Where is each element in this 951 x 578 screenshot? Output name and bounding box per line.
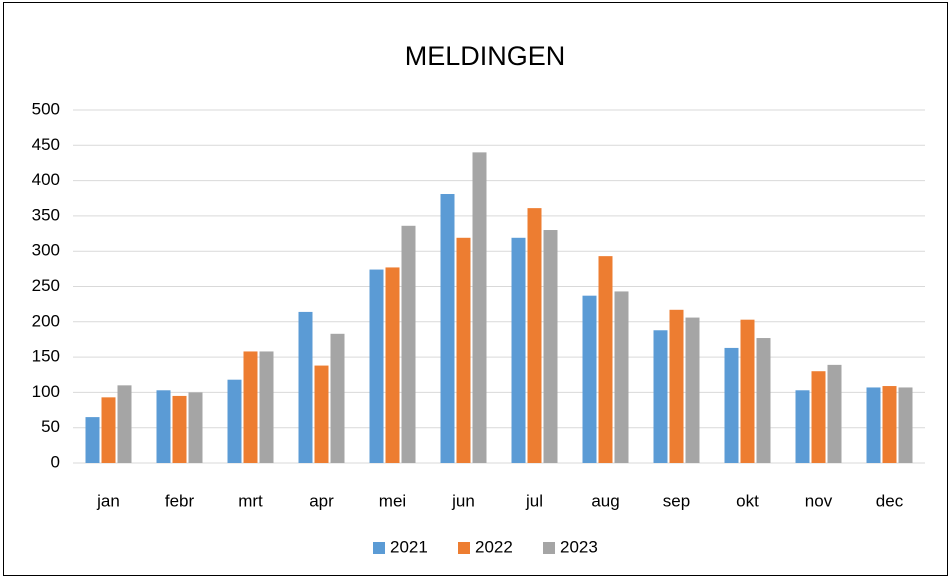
bar bbox=[653, 330, 668, 463]
x-tick-label: jun bbox=[451, 491, 475, 510]
x-tick-label: mrt bbox=[238, 491, 263, 510]
bar bbox=[811, 371, 826, 463]
x-tick-label: mei bbox=[379, 491, 406, 510]
bar bbox=[298, 311, 313, 463]
legend-swatch bbox=[373, 542, 385, 554]
bar bbox=[188, 392, 203, 463]
x-tick-label: aug bbox=[591, 491, 619, 510]
bar bbox=[898, 387, 913, 463]
x-tick-label: jan bbox=[96, 491, 120, 510]
bar bbox=[456, 237, 471, 463]
bar bbox=[401, 225, 416, 463]
bar bbox=[314, 365, 329, 463]
bar bbox=[827, 364, 842, 463]
bar bbox=[756, 338, 771, 463]
bar bbox=[472, 152, 487, 464]
y-tick-label: 350 bbox=[32, 205, 60, 224]
legend-label: 2022 bbox=[475, 537, 513, 556]
y-tick-label: 50 bbox=[41, 417, 60, 436]
legend-swatch bbox=[458, 542, 470, 554]
y-tick-label: 400 bbox=[32, 170, 60, 189]
bar bbox=[614, 291, 629, 463]
x-tick-label: febr bbox=[165, 491, 195, 510]
bar bbox=[227, 379, 242, 463]
bar bbox=[117, 385, 132, 463]
y-tick-label: 0 bbox=[51, 452, 60, 471]
bar bbox=[243, 351, 258, 463]
y-tick-label: 300 bbox=[32, 241, 60, 260]
bar bbox=[330, 333, 345, 463]
bar bbox=[511, 237, 526, 463]
x-tick-label: apr bbox=[309, 491, 334, 510]
y-tick-label: 500 bbox=[32, 99, 60, 118]
y-tick-label: 450 bbox=[32, 135, 60, 154]
bar bbox=[882, 386, 897, 463]
legend-label: 2021 bbox=[390, 537, 428, 556]
x-tick-label: dec bbox=[876, 491, 904, 510]
y-tick-label: 100 bbox=[32, 382, 60, 401]
y-tick-label: 150 bbox=[32, 347, 60, 366]
x-tick-label: okt bbox=[736, 491, 759, 510]
x-tick-label: nov bbox=[805, 491, 833, 510]
bar bbox=[669, 309, 684, 463]
bar bbox=[598, 256, 613, 463]
bar bbox=[866, 387, 881, 463]
legend-swatch bbox=[543, 542, 555, 554]
x-tick-label: jul bbox=[525, 491, 543, 510]
bar bbox=[740, 319, 755, 463]
legend-label: 2023 bbox=[560, 537, 598, 556]
y-tick-label: 200 bbox=[32, 311, 60, 330]
bar bbox=[85, 417, 100, 463]
y-tick-label: 250 bbox=[32, 276, 60, 295]
bar bbox=[172, 395, 187, 463]
bar bbox=[101, 397, 116, 463]
bar bbox=[685, 317, 700, 463]
x-tick-label: sep bbox=[663, 491, 690, 510]
bar bbox=[369, 269, 384, 463]
bar bbox=[527, 208, 542, 463]
bar bbox=[582, 295, 597, 463]
chart-title: MELDINGEN bbox=[405, 41, 566, 71]
bar bbox=[795, 390, 810, 463]
bar bbox=[724, 347, 739, 463]
bar bbox=[440, 194, 455, 463]
bar bbox=[385, 267, 400, 463]
bar bbox=[156, 390, 171, 463]
bar bbox=[543, 230, 558, 463]
bar bbox=[259, 351, 274, 463]
